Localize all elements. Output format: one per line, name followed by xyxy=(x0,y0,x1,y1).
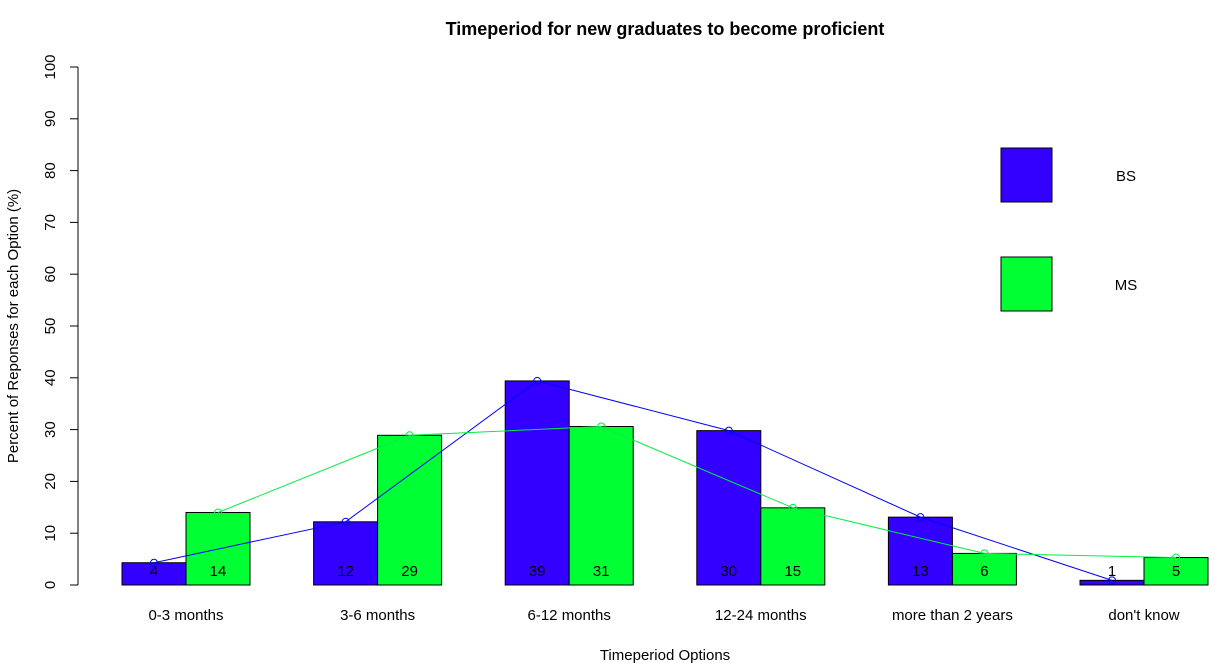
bar-ms-5 xyxy=(1143,557,1209,586)
legend-label-ms: MS xyxy=(1115,277,1138,294)
bar-label-bs-3: 30 xyxy=(720,563,737,580)
trend-point-bs-5 xyxy=(1108,576,1116,585)
legend-swatch-bs xyxy=(1000,147,1053,203)
bar-label-ms-1: 29 xyxy=(401,563,418,580)
y-axis: 0 10 20 30 40 50 60 70 80 90 100 xyxy=(42,54,79,589)
y-axis-label: Percent of Reponses for each Option (%) xyxy=(5,189,22,463)
bar-bs-4 xyxy=(887,516,953,586)
trend-line-ms xyxy=(217,425,1177,559)
x-axis-label: Timeperiod Options xyxy=(600,647,730,664)
trend-lines-group xyxy=(150,376,1180,585)
bar-label-bs-5: 1 xyxy=(1108,563,1116,580)
legend-swatch-ms xyxy=(1000,256,1053,312)
y-tick-label: 80 xyxy=(42,162,59,179)
x-tick-label: more than 2 years xyxy=(892,607,1013,624)
x-tick-label: 12-24 months xyxy=(715,607,807,624)
bar-label-bs-1: 12 xyxy=(337,563,354,580)
trend-point-ms-1 xyxy=(405,431,414,440)
bar-bs-2 xyxy=(504,380,570,586)
bar-label-bs-4: 13 xyxy=(912,563,929,580)
trend-point-ms-4 xyxy=(980,549,989,558)
x-tick-labels-group: 0-3 months 3-6 months 6-12 months 12-24 mon… xyxy=(148,607,1179,624)
trend-point-ms-0 xyxy=(214,508,222,517)
bar-label-ms-4: 6 xyxy=(980,563,988,580)
trend-point-ms-2 xyxy=(597,422,606,431)
y-tick-label: 40 xyxy=(42,369,59,386)
trend-line-bs xyxy=(153,380,1113,581)
bar-label-bs-0: 4 xyxy=(150,563,158,580)
trend-point-ms-5 xyxy=(1172,553,1180,562)
y-tick-label: 60 xyxy=(42,266,59,283)
bars-group xyxy=(121,380,1209,586)
y-tick-label: 70 xyxy=(42,214,59,231)
bar-label-ms-3: 15 xyxy=(784,563,801,580)
trend-point-bs-0 xyxy=(150,558,158,567)
chart-title: Timeperiod for new graduates to become p… xyxy=(446,19,885,39)
legend: BS MS xyxy=(1000,147,1138,312)
trend-point-bs-3 xyxy=(724,426,733,435)
trend-point-bs-4 xyxy=(916,513,925,522)
bar-label-ms-0: 14 xyxy=(210,563,227,580)
bar-label-ms-2: 31 xyxy=(593,563,610,580)
x-tick-label: 0-3 months xyxy=(148,607,223,624)
trend-point-bs-1 xyxy=(341,517,350,526)
y-tick-label: 20 xyxy=(42,473,59,490)
y-tick-label: 10 xyxy=(42,525,59,542)
bar-ms-2 xyxy=(568,425,634,586)
y-tick-label: 50 xyxy=(42,318,59,335)
x-tick-label: 6-12 months xyxy=(528,607,611,624)
bar-labels-group: 4 14 12 29 39 31 30 15 13 6 1 5 xyxy=(150,563,1180,580)
bar-label-bs-2: 39 xyxy=(529,563,546,580)
bar-bs-3 xyxy=(696,430,762,586)
y-tick-label: 100 xyxy=(42,54,59,79)
bar-ms-1 xyxy=(377,434,443,586)
y-tick-label: 30 xyxy=(42,421,59,438)
y-tick-label: 0 xyxy=(42,581,59,589)
bar-label-ms-5: 5 xyxy=(1172,563,1180,580)
bar-ms-4 xyxy=(951,552,1017,586)
trend-point-ms-3 xyxy=(788,503,797,512)
x-tick-label: don't know xyxy=(1108,607,1179,624)
x-tick-label: 3-6 months xyxy=(340,607,415,624)
trend-point-bs-2 xyxy=(533,376,542,385)
y-tick-label: 90 xyxy=(42,110,59,127)
legend-label-bs: BS xyxy=(1116,168,1136,185)
